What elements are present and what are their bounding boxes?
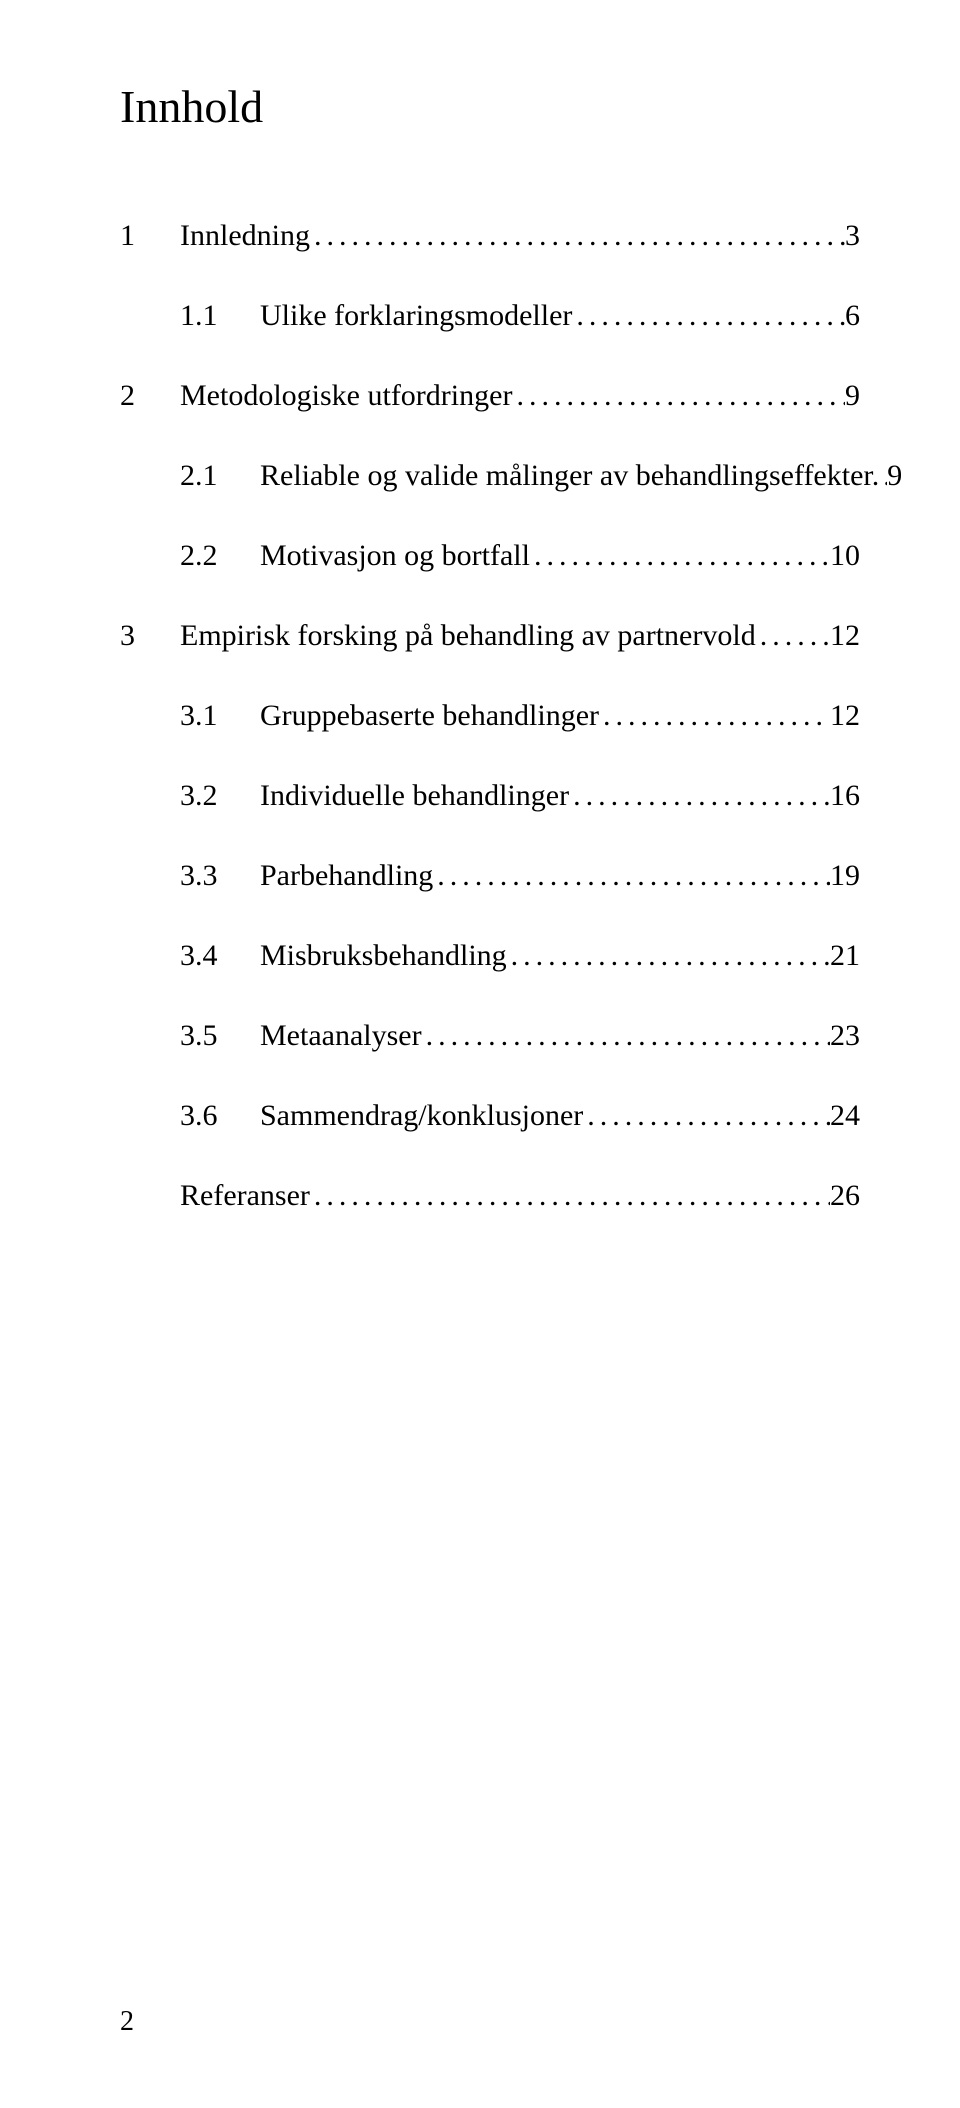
toc-number: 3: [120, 603, 180, 669]
toc-label: Motivasjon og bortfall: [260, 523, 530, 589]
toc-label: Metodologiske utfordringer: [180, 363, 512, 429]
toc-number: 3.6: [180, 1083, 260, 1149]
toc-label: Parbehandling: [260, 843, 433, 909]
page-title: Innhold: [120, 80, 860, 133]
toc-label: Individuelle behandlinger: [260, 763, 569, 829]
toc-entry: 3.6 Sammendrag/konklusjoner 24: [120, 1083, 860, 1149]
toc-page: 10: [830, 523, 860, 589]
toc-number: 3.1: [180, 683, 260, 749]
toc-leader: [599, 683, 830, 749]
toc-label: Reliable og valide målinger av behandlin…: [260, 443, 879, 509]
toc-label: Sammendrag/konklusjoner: [260, 1083, 583, 1149]
toc-leader: [507, 923, 830, 989]
toc-leader: [572, 283, 845, 349]
toc-label: Empirisk forsking på behandling av partn…: [180, 603, 756, 669]
toc-entry: 3.5 Metaanalyser 23: [120, 1003, 860, 1069]
toc-leader: [310, 203, 845, 269]
toc-entry: 3.3 Parbehandling 19: [120, 843, 860, 909]
toc-leader: [569, 763, 830, 829]
toc-page: 23: [830, 1003, 860, 1069]
toc-leader: [422, 1003, 830, 1069]
toc-entry: 3.2 Individuelle behandlinger 16: [120, 763, 860, 829]
toc-page: 9: [887, 443, 902, 509]
toc-entry: 3 Empirisk forsking på behandling av par…: [120, 603, 860, 669]
toc-leader: [756, 603, 830, 669]
toc-label: Ulike forklaringsmodeller: [260, 283, 572, 349]
toc-entry: 1.1 Ulike forklaringsmodeller 6: [120, 283, 860, 349]
toc-page: 19: [830, 843, 860, 909]
toc-label: Metaanalyser: [260, 1003, 422, 1069]
toc-page: 12: [830, 683, 860, 749]
toc-label: Gruppebaserte behandlinger: [260, 683, 599, 749]
toc-number: 3.3: [180, 843, 260, 909]
toc-leader: [433, 843, 830, 909]
toc-number: 3.4: [180, 923, 260, 989]
toc-leader: [512, 363, 845, 429]
toc-number: 2.2: [180, 523, 260, 589]
toc-entry: 3.1 Gruppebaserte behandlinger 12: [120, 683, 860, 749]
toc-label: Misbruksbehandling: [260, 923, 507, 989]
toc-page: 12: [830, 603, 860, 669]
toc-number: 3.5: [180, 1003, 260, 1069]
toc-number: 3.2: [180, 763, 260, 829]
toc-entry: 2 Metodologiske utfordringer 9: [120, 363, 860, 429]
toc-leader: [879, 443, 887, 509]
table-of-contents: 1 Innledning 3 1.1 Ulike forklaringsmode…: [120, 203, 860, 1229]
toc-label: Innledning: [180, 203, 310, 269]
toc-number: 2: [120, 363, 180, 429]
toc-page: 6: [845, 283, 860, 349]
toc-label: Referanser: [180, 1163, 310, 1229]
toc-entry: 3.4 Misbruksbehandling 21: [120, 923, 860, 989]
toc-leader: [310, 1163, 830, 1229]
toc-page: 16: [830, 763, 860, 829]
toc-page: 24: [830, 1083, 860, 1149]
toc-page: 26: [830, 1163, 860, 1229]
toc-page: 9: [845, 363, 860, 429]
toc-page: 21: [830, 923, 860, 989]
toc-leader: [530, 523, 830, 589]
toc-entry: 2.1 Reliable og valide målinger av behan…: [120, 443, 860, 509]
toc-entry: 2.2 Motivasjon og bortfall 10: [120, 523, 860, 589]
page-number: 2: [120, 2006, 134, 2038]
toc-number: 2.1: [180, 443, 260, 509]
toc-leader: [583, 1083, 830, 1149]
toc-entry-references: Referanser 26: [120, 1163, 860, 1229]
toc-number: 1: [120, 203, 180, 269]
toc-page: 3: [845, 203, 860, 269]
toc-entry: 1 Innledning 3: [120, 203, 860, 269]
toc-number: 1.1: [180, 283, 260, 349]
